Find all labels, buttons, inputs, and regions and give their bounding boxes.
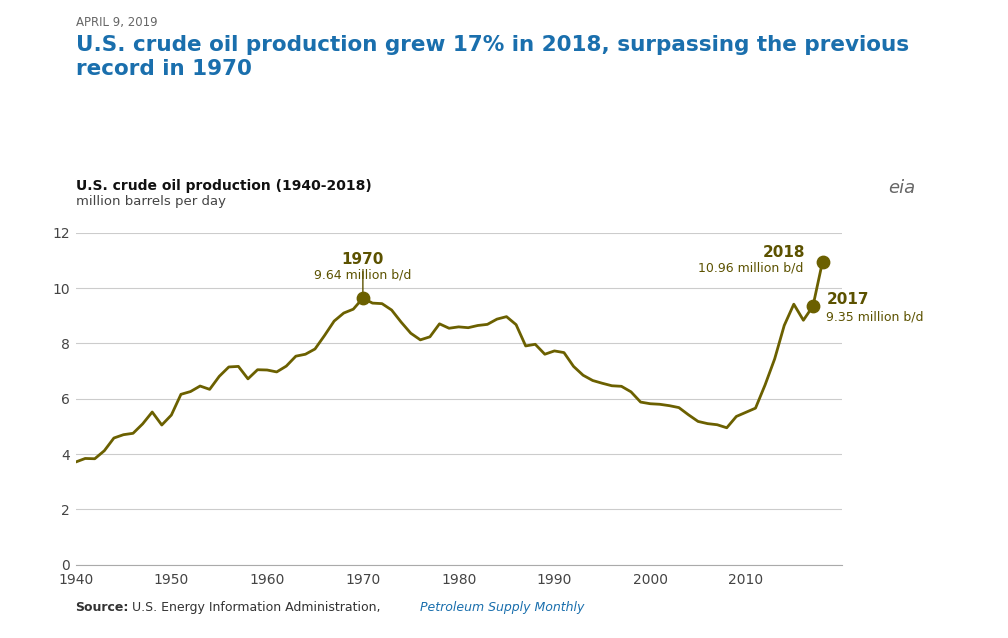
Text: 10.96 million b/d: 10.96 million b/d bbox=[698, 262, 803, 274]
Text: U.S. crude oil production grew 17% in 2018, surpassing the previous
record in 19: U.S. crude oil production grew 17% in 20… bbox=[76, 35, 909, 79]
Text: APRIL 9, 2019: APRIL 9, 2019 bbox=[76, 16, 157, 29]
Text: 2017: 2017 bbox=[827, 292, 869, 307]
Point bbox=[814, 256, 831, 267]
Text: Source:: Source: bbox=[76, 601, 129, 614]
Text: 9.64 million b/d: 9.64 million b/d bbox=[314, 268, 411, 281]
Point bbox=[804, 301, 821, 311]
Text: U.S. Energy Information Administration,: U.S. Energy Information Administration, bbox=[128, 601, 384, 614]
Text: U.S. crude oil production (1940-2018): U.S. crude oil production (1940-2018) bbox=[76, 179, 371, 193]
Text: million barrels per day: million barrels per day bbox=[76, 195, 226, 207]
Text: eia: eia bbox=[889, 179, 915, 197]
Text: 2018: 2018 bbox=[763, 245, 805, 260]
Text: 9.35 million b/d: 9.35 million b/d bbox=[827, 310, 924, 323]
Text: 1970: 1970 bbox=[342, 251, 384, 267]
Point bbox=[355, 293, 371, 303]
Text: Petroleum Supply Monthly: Petroleum Supply Monthly bbox=[420, 601, 585, 614]
